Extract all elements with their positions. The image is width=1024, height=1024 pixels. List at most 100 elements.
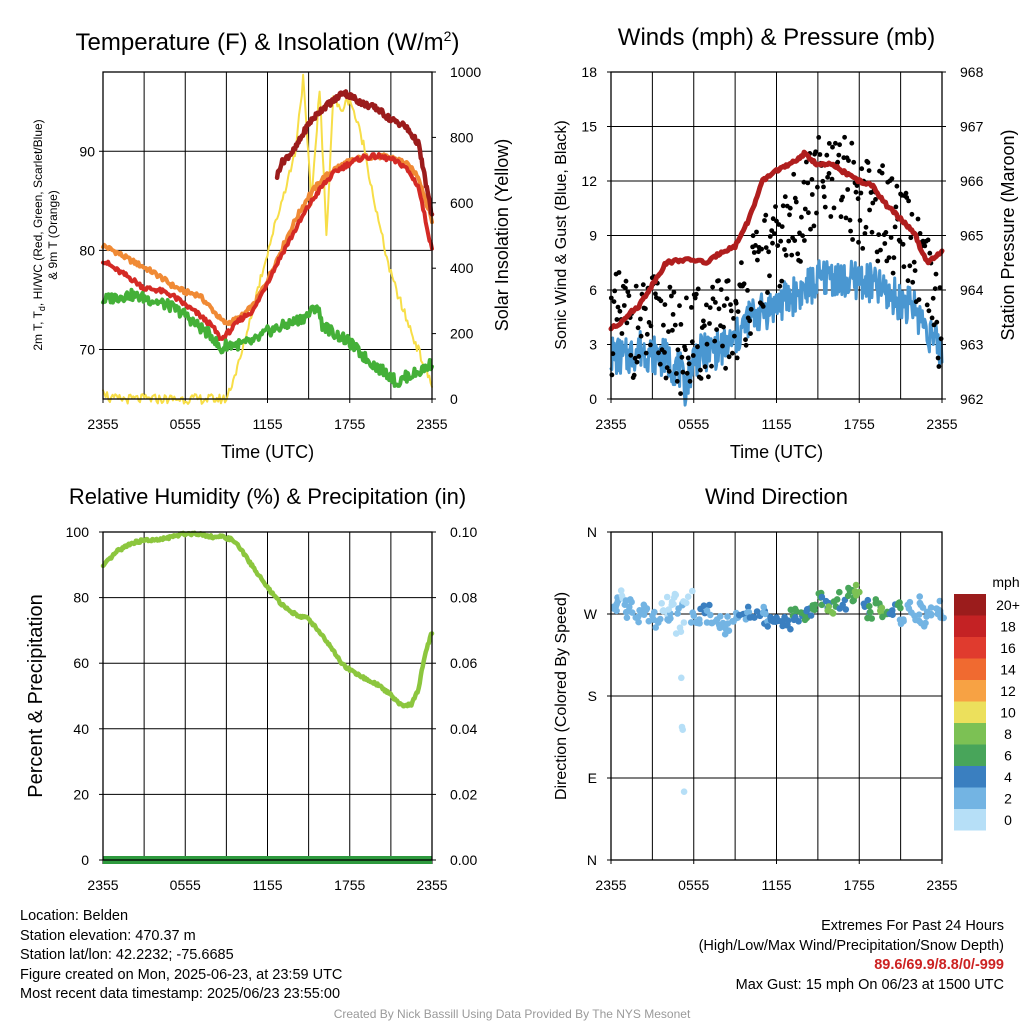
direction-point	[770, 618, 777, 625]
direction-point	[792, 614, 799, 621]
dewpoint-line	[101, 287, 434, 388]
direction-point	[927, 604, 935, 611]
gust-point	[792, 195, 798, 201]
gust-point	[798, 259, 803, 264]
gust-point	[745, 288, 750, 293]
gust-point	[671, 289, 677, 295]
colorbar	[954, 594, 986, 831]
gust-point	[687, 378, 693, 384]
gust-point	[828, 214, 834, 219]
panel-title: Wind Direction	[705, 484, 848, 509]
y-right-tick-label: 963	[960, 337, 984, 353]
direction-point	[724, 620, 732, 627]
recent-text: Most recent data timestamp: 2025/06/23 2…	[20, 986, 341, 1002]
plot-frame	[610, 71, 943, 400]
gust-point	[916, 297, 922, 302]
gust-point	[666, 368, 672, 374]
direction-point	[628, 609, 636, 616]
gust-point	[922, 243, 928, 249]
gust-point	[612, 288, 618, 294]
direction-point	[915, 611, 923, 618]
direction-point	[678, 674, 685, 682]
gust-point	[799, 214, 804, 220]
colorbar-label: 16	[1000, 640, 1016, 656]
y-tick-label: 3	[589, 337, 597, 353]
gust-point	[710, 296, 716, 302]
gust-point	[814, 210, 819, 216]
direction-point	[836, 588, 843, 596]
gust-point	[753, 243, 758, 248]
gust-point	[905, 278, 911, 284]
direction-point	[895, 599, 903, 607]
gust-point	[678, 391, 683, 396]
direction-point	[836, 605, 843, 612]
direction-point	[679, 726, 686, 733]
direction-point	[677, 628, 685, 635]
gust-point	[867, 207, 872, 213]
direction-point	[652, 624, 659, 631]
y-right-tick-label: 964	[960, 282, 984, 298]
gust-point	[732, 333, 737, 339]
gust-point	[718, 287, 724, 292]
gust-point	[735, 309, 741, 314]
x-tick-label: 2355	[416, 877, 447, 893]
gust-point	[759, 246, 764, 252]
gust-point	[829, 176, 835, 182]
y-right-tick-label: 600	[450, 195, 474, 211]
station-info: Location: Belden Station elevation: 470.…	[20, 907, 342, 1005]
gust-point	[695, 286, 701, 292]
gust-point	[937, 285, 943, 290]
panel-temperature	[99, 71, 436, 405]
colorbar-label: 2	[1004, 791, 1012, 807]
gust-point	[739, 260, 744, 266]
gust-point	[897, 239, 903, 244]
direction-point	[809, 602, 816, 609]
x-tick-label: 1755	[334, 877, 365, 893]
gust-point	[842, 134, 847, 140]
x-axis-title: Time (UTC)	[221, 442, 314, 462]
gust-point	[878, 247, 883, 253]
gust-point	[930, 295, 936, 301]
direction-point	[912, 616, 919, 624]
x-tick-label: 1155	[252, 877, 282, 893]
panel-winds	[607, 71, 946, 407]
gust-point	[658, 298, 664, 304]
gust-point	[730, 350, 735, 356]
direction-point	[680, 619, 688, 626]
gust-point	[689, 339, 695, 345]
gust-point	[625, 289, 631, 295]
gust-point	[701, 318, 706, 324]
y-tick-label: 20	[73, 786, 89, 802]
gust-point	[698, 367, 703, 373]
gust-point	[678, 322, 684, 327]
gust-point	[692, 295, 698, 301]
direction-point	[937, 610, 944, 618]
gust-point	[825, 174, 830, 180]
gust-point	[782, 247, 787, 252]
y-right-tick-label: 0.08	[450, 590, 477, 606]
colorbar-swatch	[954, 615, 986, 637]
gust-point	[907, 263, 913, 269]
x-tick-label: 1155	[252, 416, 282, 432]
elevation-text: Station elevation: 470.37 m	[20, 927, 196, 944]
gust-point	[787, 212, 792, 218]
gust-point	[876, 232, 882, 238]
gust-point	[775, 243, 781, 249]
direction-point	[610, 605, 618, 612]
y-axis-title: Direction (Colored By Speed)	[553, 592, 570, 800]
y-tick-label: S	[588, 688, 597, 704]
gust-point	[866, 168, 872, 174]
gust-point	[802, 238, 807, 243]
direction-point	[818, 593, 826, 601]
direction-point	[775, 617, 782, 625]
gust-point	[666, 329, 671, 334]
direction-point	[645, 617, 653, 625]
gust-point	[643, 306, 648, 312]
gust-point	[883, 230, 889, 235]
gust-point	[720, 343, 725, 349]
direction-point	[680, 788, 688, 795]
gust-point	[616, 270, 622, 275]
gust-point	[648, 323, 654, 329]
gust-point	[824, 152, 830, 158]
